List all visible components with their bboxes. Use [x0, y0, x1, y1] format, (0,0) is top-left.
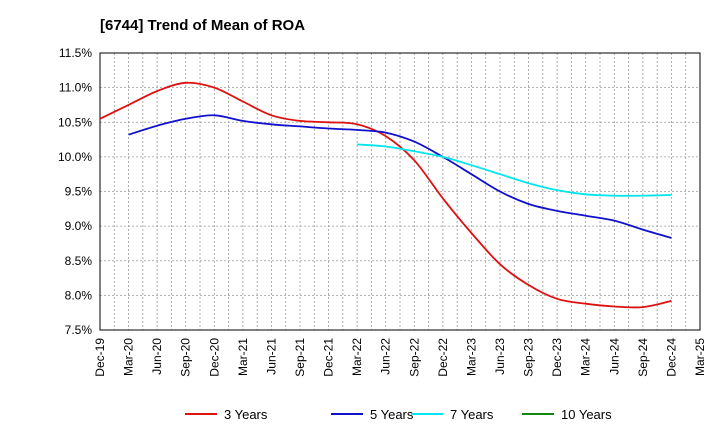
x-tick-label: Dec-19	[93, 338, 107, 377]
x-axis: Dec-19 Mar-20 Jun-20 Sep-20 Dec-20 Mar-21 Jun-…	[93, 338, 707, 377]
series-line-7-years	[357, 143, 672, 197]
y-tick-label: 8.0%	[65, 288, 93, 302]
x-tick-label: Jun-24	[607, 338, 621, 375]
chart-title: [6744] Trend of Mean of ROA	[100, 17, 305, 34]
y-tick-label: 10.0%	[58, 150, 92, 164]
y-tick-label: 8.5%	[65, 254, 93, 268]
plot-area	[99, 52, 701, 331]
y-tick-label: 11.0%	[59, 81, 92, 95]
x-tick-label: Dec-20	[207, 338, 221, 377]
legend-label-10-years: 10 Years	[561, 407, 612, 422]
y-tick-label: 9.0%	[65, 219, 93, 233]
x-tick-label: Dec-22	[436, 338, 450, 377]
legend-label-5-years: 5 Years	[370, 407, 414, 422]
y-axis: 7.5% 8.0% 8.5% 9.0% 9.5% 10.0% 10.5% 11.0% 11.5%	[58, 46, 92, 337]
x-tick-label: Sep-21	[293, 338, 307, 377]
x-tick-label: Sep-23	[522, 338, 536, 377]
x-tick-label: Mar-21	[236, 338, 250, 376]
x-tick-label: Dec-24	[664, 338, 678, 377]
x-tick-label: Mar-22	[350, 338, 364, 376]
series-line-3-years	[99, 81, 672, 309]
x-tick-label: Mar-20	[122, 338, 136, 376]
x-tick-label: Dec-23	[550, 338, 564, 377]
legend-label-7-years: 7 Years	[450, 407, 494, 422]
x-tick-label: Jun-21	[264, 338, 278, 375]
grid-layer	[100, 53, 700, 330]
y-tick-label: 9.5%	[65, 185, 93, 199]
legend-label-3-years: 3 Years	[224, 407, 268, 422]
legend: 3 Years 5 Years 7 Years 10 Years	[185, 407, 612, 422]
x-tick-label: Sep-24	[636, 338, 650, 377]
series-line-5-years	[128, 114, 672, 239]
y-tick-label: 7.5%	[65, 323, 93, 337]
series-layer	[99, 81, 672, 309]
y-tick-label: 11.5%	[59, 46, 92, 60]
x-tick-label: Mar-25	[693, 338, 707, 376]
x-tick-label: Jun-23	[493, 338, 507, 375]
x-tick-label: Sep-20	[179, 338, 193, 377]
x-tick-label: Mar-23	[464, 338, 478, 376]
x-tick-label: Dec-21	[322, 338, 336, 377]
x-tick-label: Jun-20	[150, 338, 164, 375]
x-tick-label: Mar-24	[579, 338, 593, 376]
y-tick-label: 10.5%	[58, 115, 92, 129]
x-tick-label: Jun-22	[379, 338, 393, 375]
x-tick-label: Sep-22	[407, 338, 421, 377]
